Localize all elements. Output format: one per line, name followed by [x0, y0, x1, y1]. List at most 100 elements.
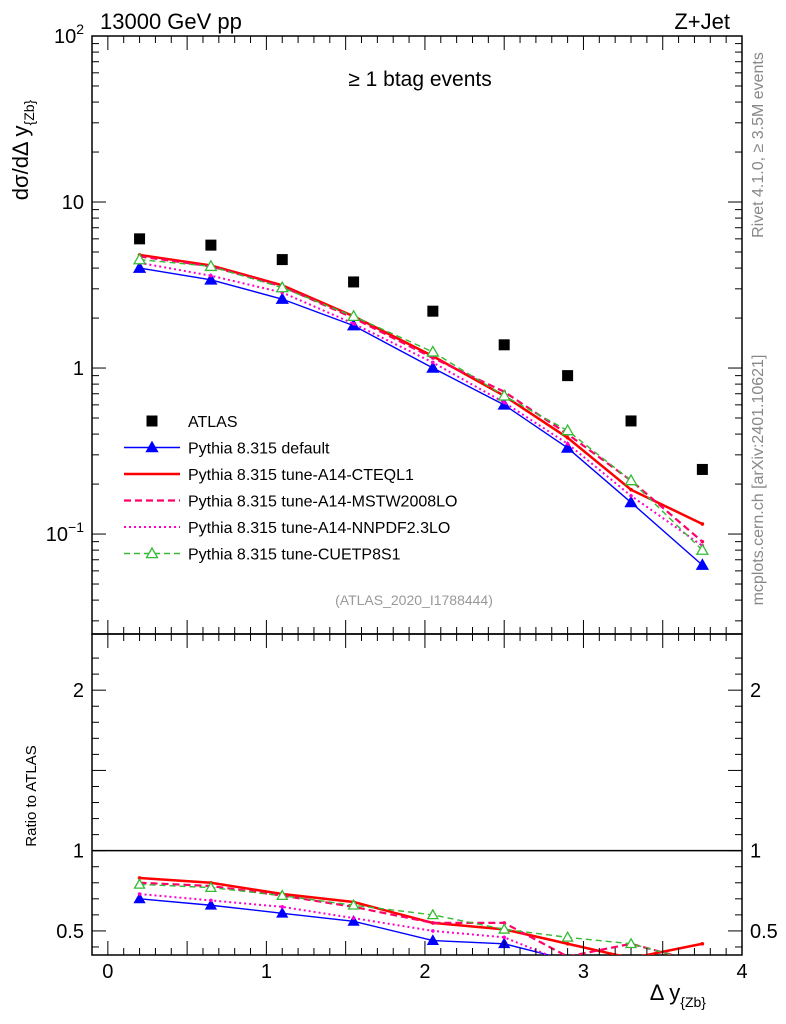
series-marker-pythia-8-315-tune-cuetp8s1: [695, 543, 709, 555]
series-point-pythia-8-315-tune-a14-nnpdf2-3lo: [431, 360, 435, 365]
ratio-line-pythia-8-315-default: [139, 898, 552, 955]
ratio-axis-ticks: 0.5 0.5 1 1 2 2: [56, 657, 778, 948]
main-y-tick-label-base: 10: [54, 26, 76, 48]
ratio-point-pythia-8-315-tune-a14-nnpdf2-3lo: [502, 935, 506, 940]
ratio-point-pythia-8-315-tune-a14-mstw2008lo: [502, 921, 506, 925]
main-y-tick-label-base: 10: [62, 192, 84, 214]
x-axis-label-sub: {Zb}: [680, 994, 706, 1010]
series-point-pythia-8-315-tune-a14-nnpdf2-3lo: [502, 400, 506, 405]
x-axis-label: Δ y{Zb}: [650, 980, 707, 1010]
main-y-axis-label: dσ/dΔ y{Zb}: [8, 99, 37, 200]
ratio-point-pythia-8-315-tune-a14-nnpdf2-3lo: [566, 961, 570, 965]
ratio-point-pythia-8-315-tune-a14-nnpdf2-3lo: [701, 963, 705, 967]
ratio-point-pythia-8-315-tune-a14-cteql1: [700, 941, 705, 946]
ratio-y-tick-label: 1: [73, 841, 84, 863]
ratio-point-pythia-8-315-tune-a14-nnpdf2-3lo: [351, 916, 356, 920]
ratio-y-tick-label-right: 2: [750, 680, 761, 702]
ratio-line-pythia-8-315-tune-cuetp8s1: [139, 883, 676, 955]
ratio-series-clipped: [133, 876, 707, 970]
ratio-y-tick-label-right: 0.5: [750, 921, 778, 943]
ratio-marker-pythia-8-315-default: [276, 906, 289, 918]
ratio-marker-pythia-8-315-default: [204, 898, 218, 910]
ratio-y-tick-label-right: 1: [750, 841, 761, 863]
ratio-marker-pythia-8-315-default: [133, 892, 146, 904]
ratio-y-tick-label: 2: [73, 680, 84, 702]
ratio-point-pythia-8-315-tune-a14-nnpdf2-3lo: [280, 905, 285, 909]
x-tick-label: 0: [102, 961, 113, 983]
main-plot-frame: [91, 35, 743, 635]
ratio-series-group: [133, 876, 707, 970]
atlas-data-point: [427, 305, 439, 317]
ratio-point-pythia-8-315-tune-a14-cteql1: [565, 941, 570, 946]
series-marker-pythia-8-315-default: [275, 292, 289, 304]
atlas-data-point: [696, 463, 708, 475]
plot-title: ≥ 1 btag events: [348, 68, 491, 91]
series-marker-pythia-8-315-tune-cuetp8s1: [497, 389, 511, 401]
series-marker-pythia-8-315-default: [624, 495, 638, 508]
ratio-plot-frame: [91, 633, 743, 956]
ratio-marker-pythia-8-315-default: [426, 934, 439, 945]
x-tick-label: 1: [261, 961, 272, 983]
series-marker-pythia-8-315-tune-cuetp8s1: [624, 473, 638, 486]
ratio-marker-pythia-8-315-tune-cuetp8s1: [697, 958, 707, 967]
series-point-pythia-8-315-tune-a14-cteql1: [629, 487, 633, 492]
atlas-data-point: [498, 339, 510, 351]
ratio-marker-pythia-8-315-default: [626, 958, 636, 967]
rivet-version-label: Rivet 4.1.0, ≥ 3.5M events: [750, 52, 767, 238]
legend-marker-atlas: [146, 415, 158, 427]
ratio-y-axis-label: Ratio to ATLAS: [23, 745, 40, 846]
main-y-tick-label: 1: [73, 358, 84, 380]
ratio-line-pythia-8-315-tune-a14-mstw2008lo: [139, 881, 677, 955]
analysis-tag: (ATLAS_2020_I1788444): [335, 592, 493, 608]
ratio-point-pythia-8-315-tune-a14-cteql1: [137, 876, 142, 880]
mcplots-label: mcplots.cern.ch [arXiv:2401.10621]: [750, 355, 767, 606]
series-marker-pythia-8-315-tune-cuetp8s1: [426, 345, 440, 357]
atlas-data-point: [276, 254, 288, 266]
legend-label-pythia-8-315-default: Pythia 8.315 default: [188, 441, 330, 458]
series-marker-pythia-8-315-default: [204, 272, 218, 285]
x-tick-label: 4: [736, 961, 747, 983]
ratio-marker-pythia-8-315-tune-cuetp8s1: [561, 931, 574, 942]
main-y-tick-label-base: 10: [46, 524, 68, 546]
ratio-point-pythia-8-315-tune-a14-nnpdf2-3lo: [137, 892, 142, 896]
ratio-point-pythia-8-315-tune-a14-nnpdf2-3lo: [209, 898, 213, 903]
series-marker-pythia-8-315-tune-cuetp8s1: [275, 280, 289, 293]
legend-label-pythia-8-315-tune-a14-cteql1: Pythia 8.315 tune-A14-CTEQL1: [188, 467, 414, 484]
main-y-tick-label-exp: 2: [76, 21, 84, 37]
series-marker-pythia-8-315-tune-cuetp8s1: [132, 252, 147, 265]
series-point-pythia-8-315-tune-a14-cteql1: [565, 435, 570, 440]
x-axis-ticks: 0 1 2 3 4: [102, 36, 748, 983]
main-y-tick-label-exp: −1: [68, 519, 84, 535]
ratio-marker-pythia-8-315-tune-cuetp8s1: [276, 889, 289, 901]
legend: ATLAS Pythia 8.315 default Pythia 8.315 tu…: [124, 414, 457, 564]
main-y-tick-label-base: 1: [73, 358, 84, 380]
ratio-marker-pythia-8-315-default: [697, 961, 707, 970]
main-y-axis-label-sub: {Zb}: [21, 99, 37, 125]
series-marker-pythia-8-315-default: [695, 558, 709, 570]
series-point-pythia-8-315-tune-a14-nnpdf2-3lo: [629, 493, 633, 498]
main-series-group: [132, 233, 709, 570]
series-point-pythia-8-315-tune-a14-mstw2008lo: [700, 539, 705, 544]
series-point-pythia-8-315-tune-a14-cteql1: [700, 522, 705, 526]
legend-label-pythia-8-315-tune-a14-mstw2008lo: Pythia 8.315 tune-A14-MSTW2008LO: [188, 494, 457, 511]
atlas-data-point: [134, 233, 146, 245]
series-marker-pythia-8-315-tune-cuetp8s1: [560, 423, 575, 436]
ratio-marker-pythia-8-315-default: [347, 914, 360, 926]
x-tick-label: 3: [578, 961, 589, 983]
atlas-data-point: [625, 415, 637, 427]
series-marker-pythia-8-315-default: [426, 361, 440, 373]
x-tick-label: 2: [419, 961, 430, 983]
ratio-line-pythia-8-315-tune-a14-cteql1: [139, 876, 703, 955]
atlas-data-point: [562, 370, 574, 382]
legend-marker-pythia-8-315-default: [145, 440, 159, 453]
ratio-marker-pythia-8-315-tune-cuetp8s1: [498, 923, 511, 934]
series-marker-pythia-8-315-tune-cuetp8s1: [204, 259, 218, 272]
atlas-data-point: [205, 239, 217, 251]
series-point-pythia-8-315-tune-a14-nnpdf2-3lo: [209, 273, 213, 278]
main-y-tick-label: 10−1: [46, 519, 84, 546]
atlas-data-point: [348, 276, 360, 288]
legend-marker-pythia-8-315-tune-cuetp8s1: [145, 546, 159, 559]
ratio-point-pythia-8-315-tune-a14-nnpdf2-3lo: [431, 929, 435, 933]
